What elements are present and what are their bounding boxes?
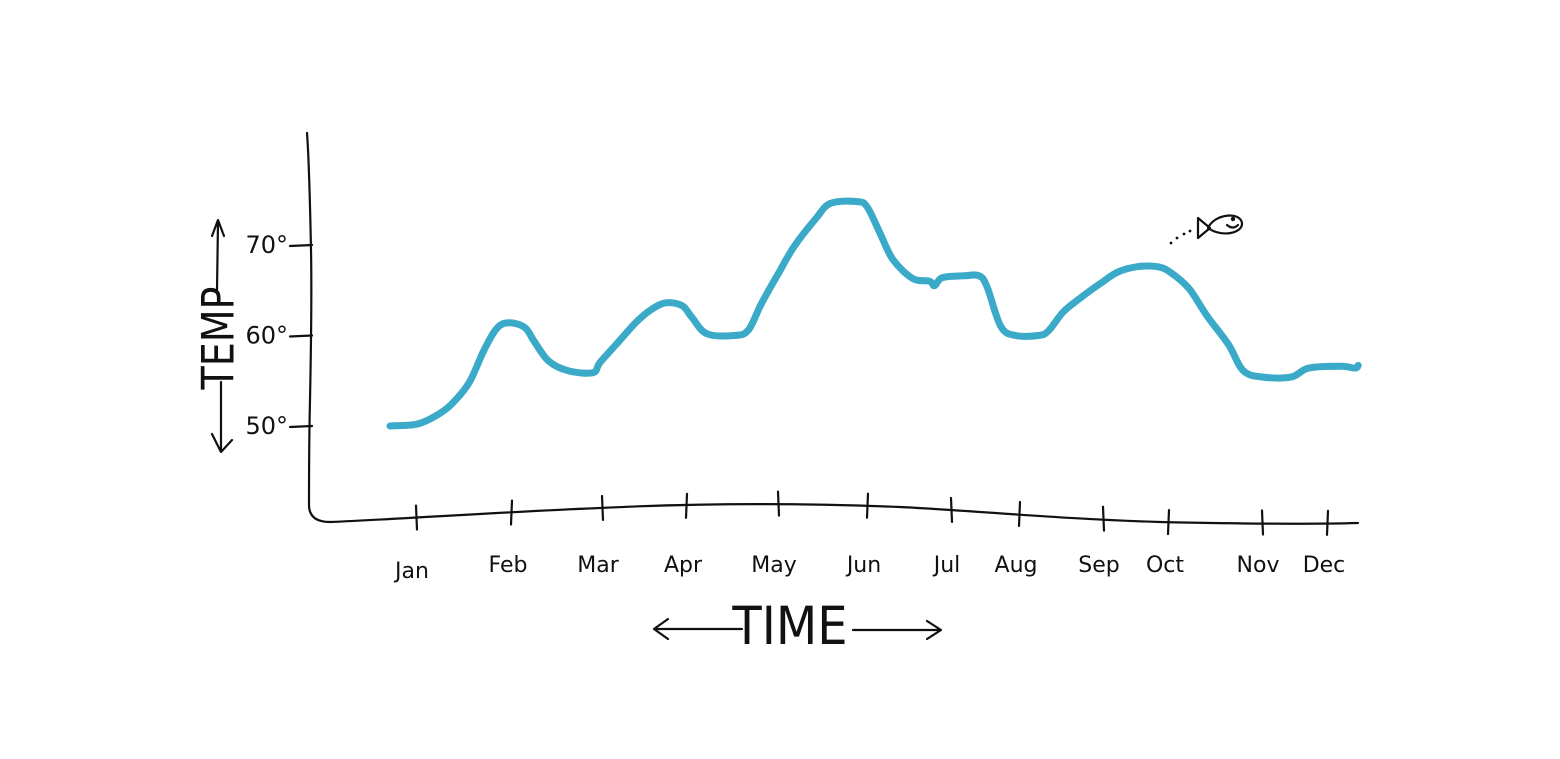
fish-bubble-dot [1182,232,1186,236]
y-axis-title-group: TEMP [192,218,245,454]
x-tick-label-sep: Sep [1078,553,1119,578]
x-tick-label-aug: Aug [995,553,1038,578]
fish-bubble-dot [1188,229,1192,233]
fish-bubble-dot [1169,241,1173,245]
x-tick-label-apr: Apr [664,553,703,578]
fish-eye [1230,216,1236,222]
y-axis-title: TEMP [192,287,245,391]
x-tick-label-nov: Nov [1237,553,1280,578]
y-axis-up-arrow [210,218,226,292]
x-tick-sep [1101,505,1106,532]
x-tick-apr [684,492,689,519]
x-tick-jul [949,496,954,524]
y-axis-ticks: 50° 60° 70° [245,231,314,440]
x-axis-right-arrow [851,619,943,641]
y-tick-label-60: 60° [245,322,288,350]
x-tick-label-jan: Jan [393,559,429,584]
x-tick-label-mar: Mar [577,553,619,578]
y-axis-line [305,131,332,524]
x-tick-aug [1017,500,1022,528]
x-axis-ticks: Jan Feb Mar Apr May Jun Jul Aug Sep Oct Nov Dec [393,490,1346,584]
fish-bubble-dot [1175,236,1179,240]
x-tick-oct [1166,508,1171,536]
x-tick-label-jul: Jul [932,553,961,578]
y-tick-label-50: 50° [245,412,288,440]
x-tick-feb [509,499,514,526]
x-tick-label-oct: Oct [1146,553,1184,578]
x-tick-label-feb: Feb [489,553,528,578]
x-axis-line [328,503,1360,525]
y-tick-60 [288,334,314,338]
x-tick-jan [414,504,419,531]
fish-doodle-icon [1169,214,1244,245]
x-tick-label-jun: Jun [845,553,881,578]
series-layer [386,197,1362,430]
x-tick-dec [1325,509,1330,536]
x-axis-title-group: TIME [652,595,943,657]
x-tick-mar [600,494,605,522]
y-axis-down-arrow [210,380,234,454]
y-tick-50 [288,424,314,429]
y-tick-label-70: 70° [245,231,288,259]
x-tick-may [776,490,781,517]
x-tick-label-may: May [751,553,796,578]
x-tick-nov [1260,509,1265,536]
x-axis-left-arrow [652,617,744,641]
fish-tail [1196,216,1212,240]
x-axis-title: TIME [731,595,847,657]
fish-smile [1225,223,1240,229]
axes [305,131,1360,525]
x-tick-label-dec: Dec [1303,553,1346,578]
y-tick-70 [288,243,314,248]
fish-body [1206,214,1244,235]
x-tick-jun [865,492,870,519]
series-line-0 [386,197,1362,430]
